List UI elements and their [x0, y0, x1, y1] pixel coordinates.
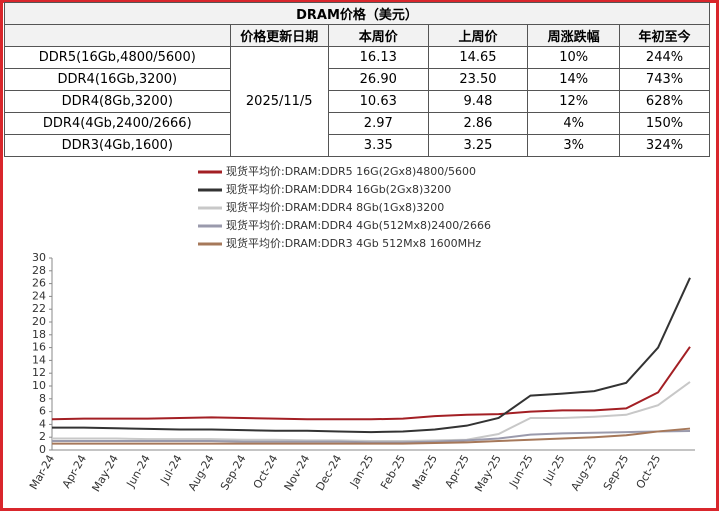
- y-tick-label: 10: [32, 379, 46, 392]
- x-tick-label: May-24: [89, 453, 121, 495]
- x-tick-label: Aug-24: [186, 453, 217, 494]
- x-tick-label: Oct-24: [251, 453, 281, 492]
- price-table: DRAM价格（美元） 价格更新日期 本周价 上周价 周涨跌幅 年初至今 DDR5(16Gb,…: [4, 2, 710, 157]
- x-tick-label: Dec-24: [313, 453, 344, 494]
- table-cell: 324%: [619, 134, 710, 157]
- table-cell: 10%: [527, 46, 621, 69]
- x-tick-label: Apr-25: [442, 453, 471, 491]
- y-tick-label: 26: [32, 277, 46, 290]
- y-tick-label: 12: [32, 366, 46, 379]
- x-tick-label: May-25: [472, 452, 504, 494]
- table-row: 价格更新日期 本周价 上周价 周涨跌幅 年初至今: [4, 24, 710, 47]
- series-line: [52, 427, 691, 445]
- legend-label: 现货平均价:DRAM:DDR4 8Gb(1Gx8)3200: [226, 200, 444, 214]
- y-tick-label: 2: [39, 430, 46, 443]
- x-tick-label: Jul-24: [157, 453, 184, 487]
- legend-label: 现货平均价:DRAM:DDR4 4Gb(512Mx8)2400/2666: [226, 218, 491, 232]
- header-cell: [4, 24, 231, 47]
- series-line: [52, 277, 691, 434]
- series-line: [51, 346, 691, 421]
- table-row: DDR3(4Gb,1600) 3.35 3.25 3% 324%: [4, 134, 710, 157]
- y-tick-label: 24: [32, 289, 46, 302]
- y-tick-label: 20: [32, 315, 46, 328]
- x-tick-label: Jun-24: [124, 453, 153, 491]
- y-tick-label: 18: [32, 328, 46, 341]
- table-row: DDR5(16Gb,4800/5600) 2025/11/5 16.13 14.65 1…: [4, 46, 710, 157]
- row-label: DDR3(4Gb,1600): [4, 134, 231, 157]
- x-tick-label: Oct-25: [634, 453, 664, 492]
- y-tick-label: 28: [32, 264, 46, 277]
- x-tick-label: Jan-25: [347, 453, 376, 491]
- series-line: [52, 429, 691, 444]
- row-label: DDR4(4Gb,2400/2666): [4, 112, 231, 135]
- header-cell: 价格更新日期: [229, 24, 329, 47]
- x-tick-label: Sep-24: [218, 453, 249, 493]
- x-tick-label: Sep-25: [601, 453, 632, 493]
- table-row: DDR4(16Gb,3200) 26.90 23.50 14% 743%: [4, 68, 710, 91]
- table-cell: 9.48: [427, 90, 529, 113]
- header-cell: 本周价: [327, 24, 429, 47]
- y-tick-label: 4: [39, 417, 46, 430]
- x-tick-label: Nov-24: [282, 453, 313, 493]
- x-tick-label: Mar-25: [410, 453, 440, 492]
- table-cell: 10.63: [327, 90, 429, 113]
- date-cell: 2025/11/5: [229, 46, 329, 157]
- table-cell: 3%: [527, 134, 621, 157]
- table-title: DRAM价格（美元）: [4, 2, 710, 25]
- table-cell: 14%: [527, 68, 621, 91]
- series-line: [52, 381, 691, 443]
- y-tick-label: 16: [32, 341, 46, 354]
- y-tick-label: 0: [39, 443, 46, 456]
- y-tick-label: 22: [32, 302, 46, 315]
- y-tick-label: 6: [39, 405, 46, 418]
- x-tick-label: Feb-25: [378, 453, 408, 492]
- x-tick-label: Mar-24: [27, 453, 57, 492]
- table-row: DRAM价格（美元）: [4, 2, 710, 25]
- header-cell: 年初至今: [619, 24, 710, 47]
- legend-label: 现货平均价:DRAM:DDR5 16G(2Gx8)4800/5600: [226, 164, 476, 178]
- x-tick-label: Apr-24: [60, 453, 89, 491]
- legend-label: 现货平均价:DRAM:DDR4 16Gb(2Gx8)3200: [226, 182, 451, 196]
- table-cell: 3.25: [427, 134, 529, 157]
- y-tick-label: 14: [32, 353, 46, 366]
- x-tick-label: Jun-25: [506, 453, 535, 491]
- table-cell: 743%: [619, 68, 710, 91]
- y-tick-label: 8: [39, 392, 46, 405]
- legend-label: 现货平均价:DRAM:DDR3 4Gb 512Mx8 1600MHz: [226, 236, 481, 250]
- y-tick-label: 30: [32, 251, 46, 264]
- x-tick-label: Aug-25: [569, 453, 600, 494]
- x-tick-label: Jul-25: [540, 453, 567, 487]
- header-cell: 周涨跌幅: [527, 24, 621, 47]
